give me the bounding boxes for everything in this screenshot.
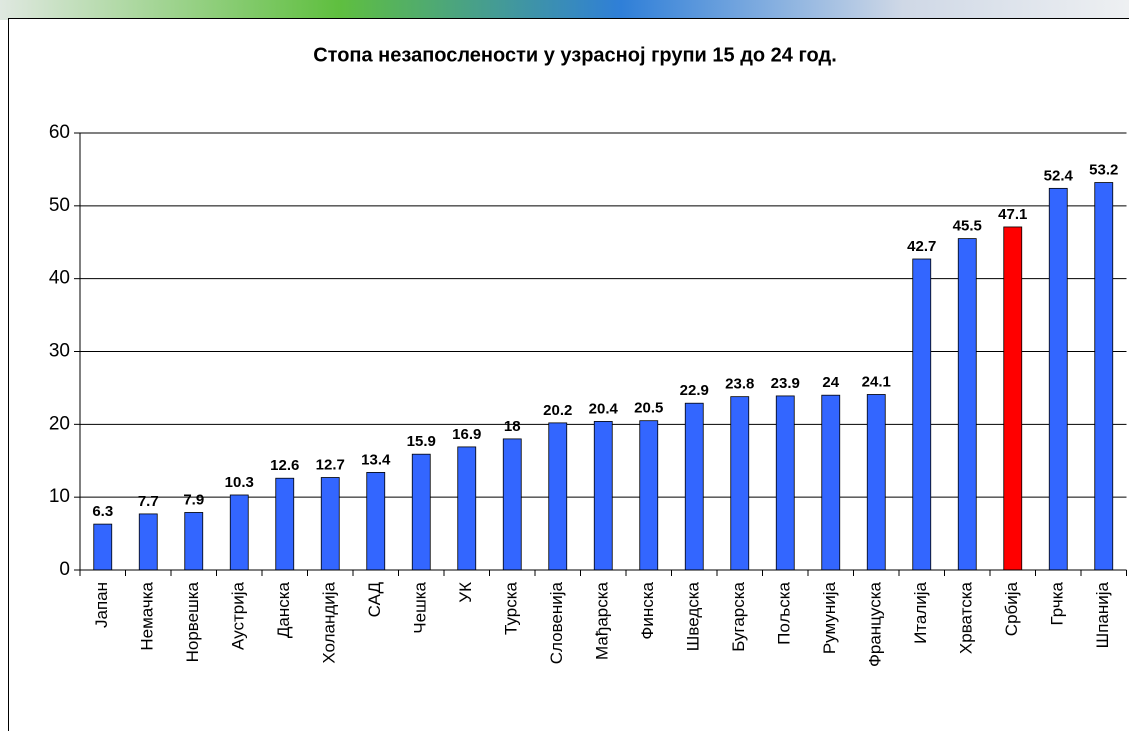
bar: [594, 421, 612, 570]
value-label: 16.9: [452, 426, 481, 443]
value-label: 52.4: [1044, 167, 1074, 184]
value-label: 22.9: [680, 382, 709, 399]
header-decoration: [0, 0, 1129, 20]
x-tick-label: Шведска: [684, 581, 703, 651]
y-tick-label: 20: [49, 413, 70, 434]
value-label: 23.9: [771, 375, 800, 392]
bar: [776, 396, 794, 570]
bar: [640, 421, 658, 570]
value-label: 47.1: [998, 206, 1027, 223]
x-tick-label: Јапан: [92, 582, 111, 628]
bar: [503, 439, 521, 570]
bar: [321, 478, 339, 570]
x-tick-label: Бугарска: [729, 581, 748, 651]
x-tick-label: УК: [456, 582, 475, 603]
bar: [1049, 188, 1067, 570]
y-tick-label: 50: [49, 195, 70, 216]
y-tick-label: 30: [49, 341, 70, 362]
value-label: 24: [822, 374, 839, 391]
value-label: 18: [504, 418, 521, 435]
value-label: 13.4: [361, 451, 391, 468]
y-tick-label: 40: [49, 268, 70, 289]
x-tick-label: Румунија: [820, 581, 839, 654]
bar: [412, 454, 430, 570]
value-label: 10.3: [225, 474, 254, 491]
x-tick-label: Турска: [502, 581, 521, 635]
x-tick-label: Норвешка: [183, 581, 202, 662]
x-tick-label: САД: [365, 582, 384, 618]
y-tick-label: 10: [49, 486, 70, 507]
bar: [458, 447, 476, 570]
y-tick-label: 60: [49, 122, 70, 143]
bar: [913, 259, 931, 570]
x-tick-label: Чешка: [411, 581, 430, 633]
value-label: 23.8: [725, 376, 754, 393]
x-tick-label: Француска: [866, 581, 885, 667]
bar: [731, 397, 749, 570]
value-label: 45.5: [953, 218, 982, 235]
value-label: 53.2: [1089, 161, 1118, 178]
x-tick-label: Немачка: [138, 581, 157, 650]
value-label: 15.9: [407, 433, 436, 450]
value-label: 20.2: [543, 402, 572, 419]
x-tick-label: Шпанија: [1093, 581, 1112, 648]
x-tick-label: Пољска: [775, 581, 794, 644]
value-label: 24.1: [862, 373, 891, 390]
x-tick-label: Аустрија: [229, 581, 248, 649]
value-label: 6.3: [92, 503, 113, 520]
x-tick-label: Грчка: [1048, 581, 1067, 625]
x-tick-label: Хрватска: [957, 581, 976, 654]
chart-title: Стопа незапослености у узрасној групи 15…: [313, 44, 837, 66]
bar: [1095, 183, 1113, 570]
bar: [822, 395, 840, 570]
value-label: 20.5: [634, 400, 663, 417]
value-label: 7.7: [138, 493, 159, 510]
bar: [185, 512, 203, 570]
value-label: 20.4: [589, 400, 619, 417]
chart: Стопа незапослености у узрасној групи 15…: [0, 0, 1129, 731]
x-tick-label: Италија: [911, 581, 930, 643]
bar: [367, 472, 385, 570]
x-tick-label: Финска: [638, 581, 657, 639]
value-label: 12.6: [270, 457, 299, 474]
bar: [685, 403, 703, 570]
x-tick-label: Холандија: [320, 581, 339, 663]
bar: [867, 394, 885, 570]
bar: [1004, 227, 1022, 570]
bar: [549, 423, 567, 570]
bar: [139, 514, 157, 570]
bar: [958, 239, 976, 570]
value-label: 7.9: [183, 491, 204, 508]
bar: [276, 478, 294, 570]
x-tick-label: Србија: [1002, 581, 1021, 636]
bar: [230, 495, 248, 570]
value-label: 12.7: [316, 456, 345, 473]
x-tick-label: Данска: [274, 581, 293, 638]
page: {"chart_data": {"type": "bar", "title": …: [0, 0, 1129, 731]
x-tick-label: Мађарска: [593, 581, 612, 659]
y-tick-label: 0: [59, 559, 70, 580]
x-tick-label: Словенија: [547, 581, 566, 664]
value-label: 42.7: [907, 238, 936, 255]
bar: [94, 524, 112, 570]
